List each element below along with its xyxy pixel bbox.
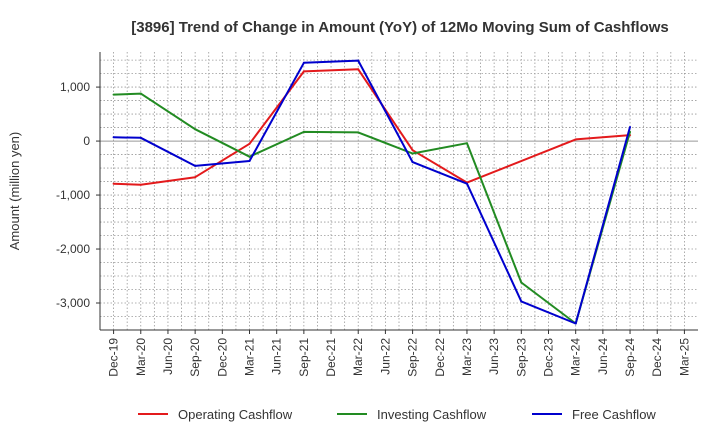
data-point-operating-cashflow (248, 142, 251, 145)
x-tick-label: Jun-20 (161, 338, 175, 375)
x-tick-label: Dec-20 (215, 338, 229, 377)
axes (96, 52, 698, 334)
data-point-operating-cashflow (139, 183, 142, 186)
data-point-investing-cashflow (302, 130, 305, 133)
x-tick-label: Sep-24 (623, 338, 637, 377)
x-tick-label: Mar-21 (243, 338, 257, 376)
data-point-operating-cashflow (574, 138, 577, 141)
x-tick-label: Dec-24 (650, 338, 664, 377)
data-point-investing-cashflow (465, 142, 468, 145)
data-point-free-cashflow (574, 322, 577, 325)
x-tick-label: Dec-23 (542, 338, 556, 377)
y-tick-label: 1,000 (60, 80, 90, 94)
data-point-free-cashflow (629, 126, 632, 129)
data-point-investing-cashflow (139, 92, 142, 95)
data-point-operating-cashflow (194, 176, 197, 179)
x-tick-label: Jun-24 (596, 338, 610, 375)
series-line-operating-cashflow (113, 68, 631, 186)
y-tick-label: 0 (83, 134, 90, 148)
legend-label: Operating Cashflow (178, 407, 293, 422)
x-tick-label: Mar-23 (460, 338, 474, 376)
data-point-free-cashflow (520, 300, 523, 303)
data-point-free-cashflow (248, 160, 251, 163)
data-point-free-cashflow (465, 182, 468, 185)
chart-title: [3896] Trend of Change in Amount (YoY) o… (131, 19, 669, 36)
data-point-operating-cashflow (302, 70, 305, 73)
data-point-free-cashflow (112, 136, 115, 139)
legend: Operating Cashflow Investing Cashflow Free… (138, 407, 656, 422)
x-tick-label: Mar-24 (569, 338, 583, 376)
data-point-operating-cashflow (411, 149, 414, 152)
x-tick-label: Dec-19 (107, 338, 121, 377)
x-tick-label: Sep-20 (188, 338, 202, 377)
data-point-investing-cashflow (194, 128, 197, 131)
plot-area (100, 52, 698, 330)
data-point-investing-cashflow (112, 93, 115, 96)
legend-label: Free Cashflow (572, 407, 656, 422)
x-tick-label: Sep-23 (514, 338, 528, 377)
x-tick-labels: Dec-19 Mar-20 Jun-20 Sep-20 Dec-20 Mar-21 Jun-… (107, 338, 692, 377)
x-tick-label: Sep-22 (406, 338, 420, 377)
x-tick-label: Jun-22 (378, 338, 392, 375)
data-point-investing-cashflow (411, 152, 414, 155)
x-tick-label: Mar-20 (134, 338, 148, 376)
series-lines (112, 59, 632, 325)
legend-item-free-cashflow: Free Cashflow (532, 407, 656, 422)
x-tick-label: Sep-21 (297, 338, 311, 377)
y-tick-labels: 1,000 0 -1,000 -2,000 -3,000 (56, 80, 90, 310)
y-tick-label: -1,000 (56, 188, 90, 202)
legend-label: Investing Cashflow (377, 407, 487, 422)
x-tick-label: Dec-22 (433, 338, 447, 377)
data-point-free-cashflow (411, 161, 414, 164)
x-tick-label: Dec-21 (324, 338, 338, 377)
legend-item-operating-cashflow: Operating Cashflow (138, 407, 293, 422)
data-point-free-cashflow (139, 136, 142, 139)
y-axis-label: Amount (million yen) (7, 132, 22, 251)
y-tick-label: -2,000 (56, 242, 90, 256)
data-point-free-cashflow (194, 164, 197, 167)
data-point-free-cashflow (302, 61, 305, 64)
y-tick-label: -3,000 (56, 296, 90, 310)
data-point-investing-cashflow (520, 281, 523, 284)
x-tick-label: Mar-25 (677, 338, 691, 376)
data-point-free-cashflow (357, 59, 360, 62)
legend-item-investing-cashflow: Investing Cashflow (337, 407, 487, 422)
x-tick-label: Jun-21 (270, 338, 284, 375)
data-point-operating-cashflow (357, 68, 360, 71)
data-point-operating-cashflow (112, 182, 115, 185)
data-point-investing-cashflow (357, 131, 360, 134)
x-tick-label: Mar-22 (351, 338, 365, 376)
x-tick-label: Jun-23 (487, 338, 501, 375)
data-point-investing-cashflow (248, 155, 251, 158)
